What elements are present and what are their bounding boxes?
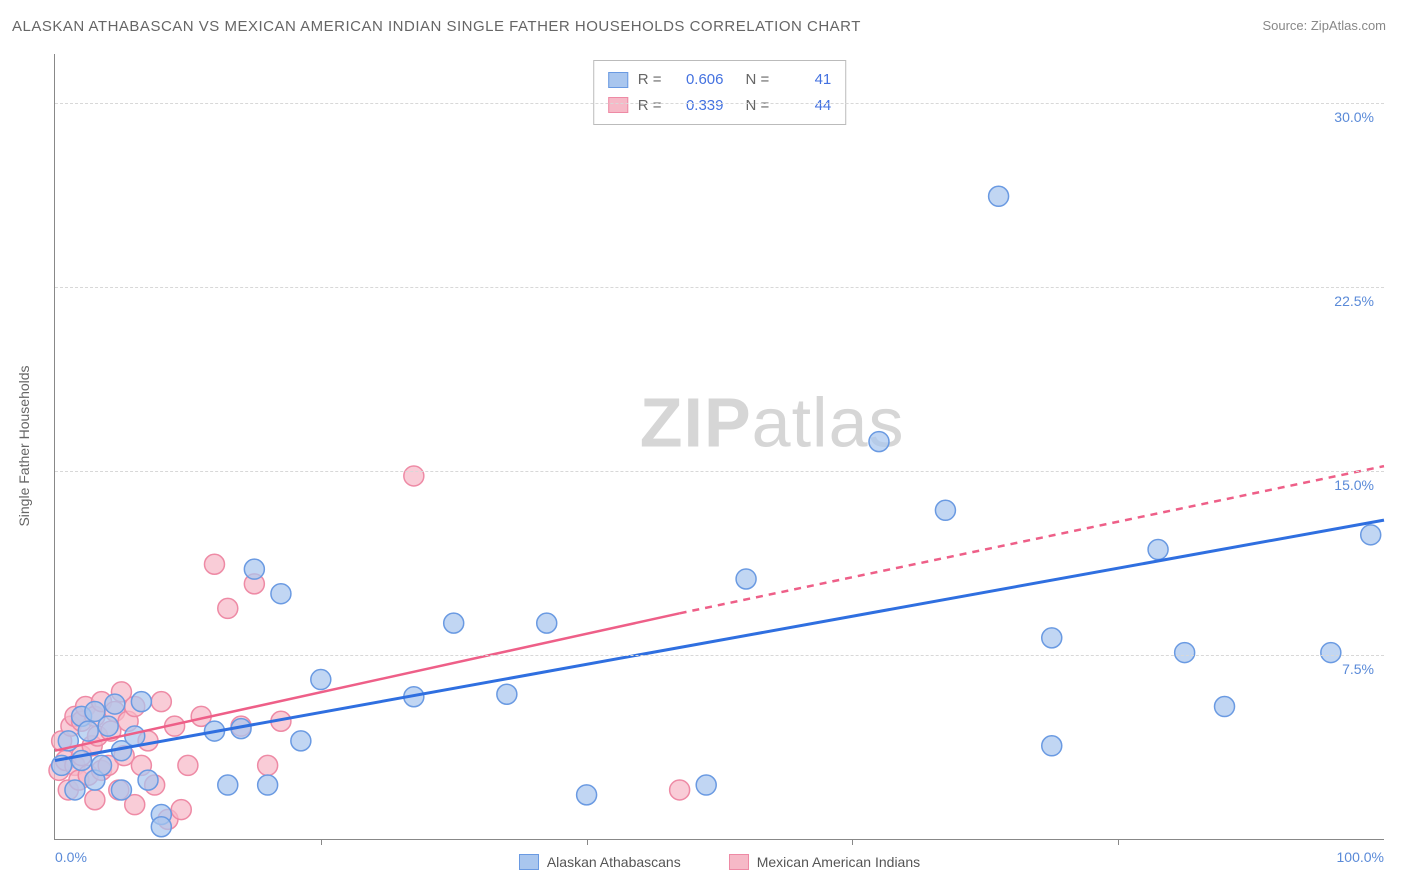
y-axis-label: Single Father Households xyxy=(16,365,32,526)
legend-series-label: Mexican American Indians xyxy=(757,854,920,870)
data-point xyxy=(989,186,1009,206)
x-tick xyxy=(852,839,853,845)
data-point xyxy=(244,559,264,579)
y-tick-label: 22.5% xyxy=(1326,293,1374,309)
watermark: ZIPatlas xyxy=(640,384,905,462)
data-point xyxy=(404,466,424,486)
legend-stats-row: R = 0.339 N = 44 xyxy=(608,93,832,119)
data-point xyxy=(869,432,889,452)
data-point xyxy=(577,785,597,805)
x-tick-label: 100.0% xyxy=(1337,849,1384,865)
data-point xyxy=(1321,643,1341,663)
legend-r-value: 0.606 xyxy=(672,67,724,93)
legend-n-label: N = xyxy=(746,93,770,119)
legend-n-label: N = xyxy=(746,67,770,93)
correlation-chart: ALASKAN ATHABASCAN VS MEXICAN AMERICAN I… xyxy=(0,0,1406,892)
data-point xyxy=(1042,628,1062,648)
legend-n-value: 41 xyxy=(779,67,831,93)
trend-line xyxy=(55,520,1384,760)
legend-n-value: 44 xyxy=(779,93,831,119)
data-point xyxy=(696,775,716,795)
gridline xyxy=(55,287,1384,288)
data-point xyxy=(311,670,331,690)
legend-r-label: R = xyxy=(638,93,662,119)
y-tick-label: 15.0% xyxy=(1326,477,1374,493)
chart-title: ALASKAN ATHABASCAN VS MEXICAN AMERICAN I… xyxy=(12,18,861,35)
legend-swatch xyxy=(608,97,628,113)
legend-stats: R = 0.606 N = 41 R = 0.339 N = 44 xyxy=(593,60,847,125)
data-point xyxy=(1215,697,1235,717)
source-label: Source: ZipAtlas.com xyxy=(1262,18,1386,33)
data-point xyxy=(670,780,690,800)
data-point xyxy=(1175,643,1195,663)
data-point xyxy=(151,817,171,837)
data-point xyxy=(497,684,517,704)
x-tick xyxy=(1118,839,1119,845)
x-tick-label: 0.0% xyxy=(55,849,87,865)
legend-stats-row: R = 0.606 N = 41 xyxy=(608,67,832,93)
gridline xyxy=(55,655,1384,656)
legend-swatch xyxy=(608,72,628,88)
data-point xyxy=(218,775,238,795)
data-point xyxy=(218,598,238,618)
x-tick xyxy=(587,839,588,845)
data-point xyxy=(92,755,112,775)
x-tick xyxy=(321,839,322,845)
y-tick-label: 7.5% xyxy=(1334,661,1374,677)
data-point xyxy=(105,694,125,714)
legend-swatch xyxy=(519,854,539,870)
legend-r-value: 0.339 xyxy=(672,93,724,119)
data-point xyxy=(291,731,311,751)
data-point xyxy=(171,800,191,820)
data-point xyxy=(271,584,291,604)
data-point xyxy=(1042,736,1062,756)
data-point xyxy=(78,721,98,741)
data-point xyxy=(258,755,278,775)
data-point xyxy=(258,775,278,795)
trend-line xyxy=(55,613,680,750)
legend-series-label: Alaskan Athabascans xyxy=(547,854,681,870)
data-point xyxy=(65,780,85,800)
data-point xyxy=(736,569,756,589)
y-tick-label: 30.0% xyxy=(1326,109,1374,125)
legend-r-label: R = xyxy=(638,67,662,93)
legend-series-item: Mexican American Indians xyxy=(729,854,920,870)
data-point xyxy=(204,554,224,574)
legend-swatch xyxy=(729,854,749,870)
data-point xyxy=(138,770,158,790)
data-point xyxy=(98,716,118,736)
data-point xyxy=(935,500,955,520)
gridline xyxy=(55,471,1384,472)
data-point xyxy=(537,613,557,633)
data-point xyxy=(131,692,151,712)
data-point xyxy=(111,780,131,800)
data-point xyxy=(444,613,464,633)
gridline xyxy=(55,103,1384,104)
plot-svg: ZIPatlas xyxy=(55,54,1384,839)
plot-area: ZIPatlas R =0.606N =41R =0.339N =44 Alas… xyxy=(54,54,1384,840)
data-point xyxy=(85,790,105,810)
data-point xyxy=(1361,525,1381,545)
legend-series: Alaskan Athabascans Mexican American Indi… xyxy=(55,854,1384,873)
data-point xyxy=(1148,540,1168,560)
data-point xyxy=(151,692,171,712)
data-point xyxy=(178,755,198,775)
legend-series-item: Alaskan Athabascans xyxy=(519,854,681,870)
